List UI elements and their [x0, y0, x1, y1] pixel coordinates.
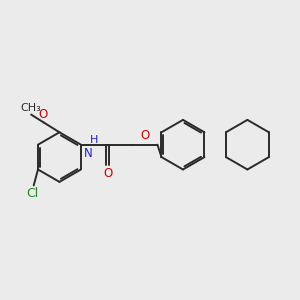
Text: N: N [84, 147, 93, 160]
Text: O: O [38, 108, 48, 121]
Text: CH₃: CH₃ [20, 103, 41, 113]
Text: O: O [141, 129, 150, 142]
Text: Cl: Cl [26, 187, 38, 200]
Text: H: H [89, 134, 98, 145]
Text: O: O [103, 167, 112, 180]
